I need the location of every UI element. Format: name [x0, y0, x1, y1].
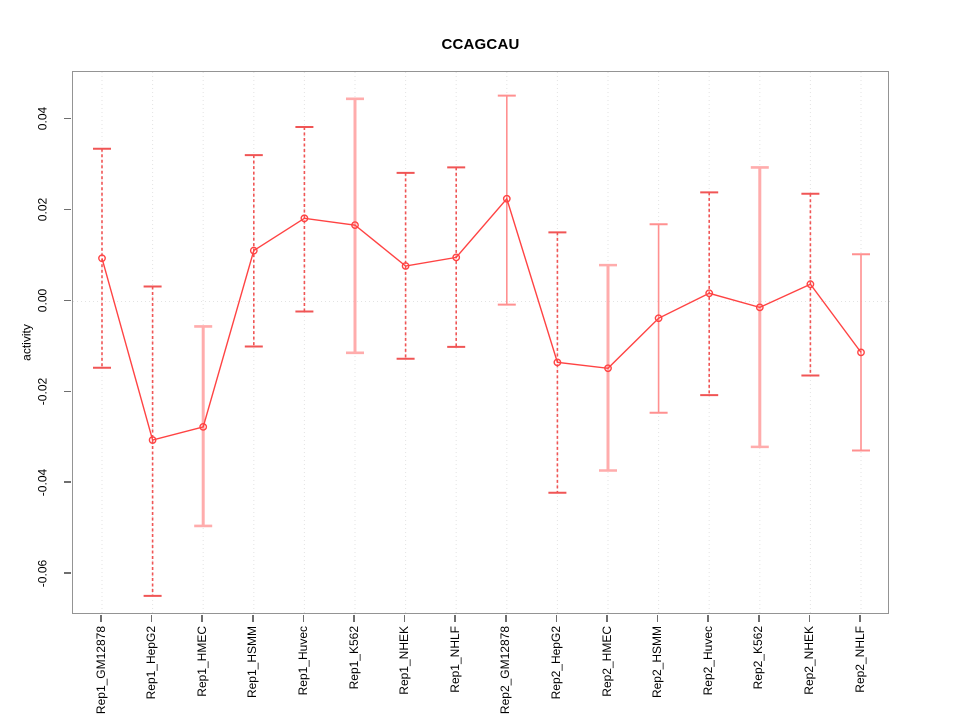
x-tick-label: Rep1_HepG2 [144, 625, 159, 699]
y-axis-tick [64, 117, 71, 120]
x-axis-tick [302, 615, 305, 622]
data-point-marker [604, 364, 612, 373]
x-tick-label: Rep2_NHLF [852, 625, 867, 693]
x-axis-tick [201, 615, 203, 622]
y-axis-tick [64, 481, 71, 483]
x-tick-label: Rep1_HSMM [245, 625, 260, 698]
y-tick-label: -0.04 [35, 468, 50, 496]
x-axis-tick [656, 615, 659, 622]
data-point-marker [401, 262, 410, 270]
series-line [101, 197, 862, 441]
y-tick-label: 0.02 [35, 197, 50, 222]
y-tick-label: 0.04 [35, 107, 50, 131]
data-point-marker [148, 436, 157, 444]
data-point-marker [502, 194, 511, 203]
x-axis-tick [454, 615, 456, 622]
data-point-marker [857, 348, 865, 357]
x-axis-tick [505, 615, 507, 622]
y-tick-label: -0.02 [35, 377, 50, 406]
data-point-marker [755, 303, 764, 312]
x-tick-label: Rep2_HepG2 [548, 625, 563, 699]
x-axis-tick [555, 615, 558, 622]
x-tick-label: Rep1_HMEC [194, 625, 209, 697]
data-point-marker [452, 253, 461, 262]
x-tick-label: Rep2_GM12878 [498, 625, 513, 714]
x-tick-label: Rep1_NHEK [397, 625, 412, 695]
y-axis-tick [64, 299, 71, 302]
x-axis-tick [808, 615, 811, 622]
plot-area [72, 71, 890, 615]
data-point-marker [249, 246, 258, 255]
x-axis-tick [859, 615, 861, 622]
data-point-marker [705, 289, 714, 298]
x-axis-tick [252, 615, 254, 622]
x-tick-label: Rep2_Huvec [700, 625, 715, 695]
y-axis-label: activity [19, 324, 34, 361]
x-axis-tick [150, 615, 153, 622]
x-tick-label: Rep1_Huvec [295, 625, 310, 695]
x-axis-tick [606, 615, 608, 622]
x-tick-label: Rep2_HMEC [599, 625, 614, 697]
y-axis-tick [64, 208, 71, 211]
x-tick-label: Rep2_HSMM [650, 625, 665, 698]
chart-title: CCAGCAU [441, 36, 520, 53]
data-point-marker [351, 221, 359, 230]
data-point-marker [806, 280, 815, 289]
data-point-marker [553, 358, 562, 367]
x-axis-tick [758, 615, 760, 622]
data-point-marker [654, 314, 663, 323]
x-axis-tick [403, 615, 406, 622]
x-tick-label: Rep1_K562 [346, 625, 361, 689]
x-tick-label: Rep2_NHEK [801, 625, 816, 695]
x-axis-tick [707, 615, 709, 622]
x-tick-label: Rep1_GM12878 [93, 625, 108, 714]
y-tick-label: 0.00 [35, 288, 50, 313]
y-tick-label: -0.06 [35, 559, 50, 587]
y-axis-tick [64, 390, 71, 393]
y-axis-tick [64, 572, 71, 574]
chart-svg [73, 72, 890, 615]
x-axis-tick [353, 615, 355, 622]
x-tick-label: Rep2_K562 [751, 625, 766, 689]
x-axis-tick [100, 615, 102, 622]
data-point-marker [199, 422, 208, 431]
data-point-marker [98, 254, 106, 263]
data-point-marker [300, 214, 309, 223]
x-tick-label: Rep1_NHLF [447, 625, 462, 693]
